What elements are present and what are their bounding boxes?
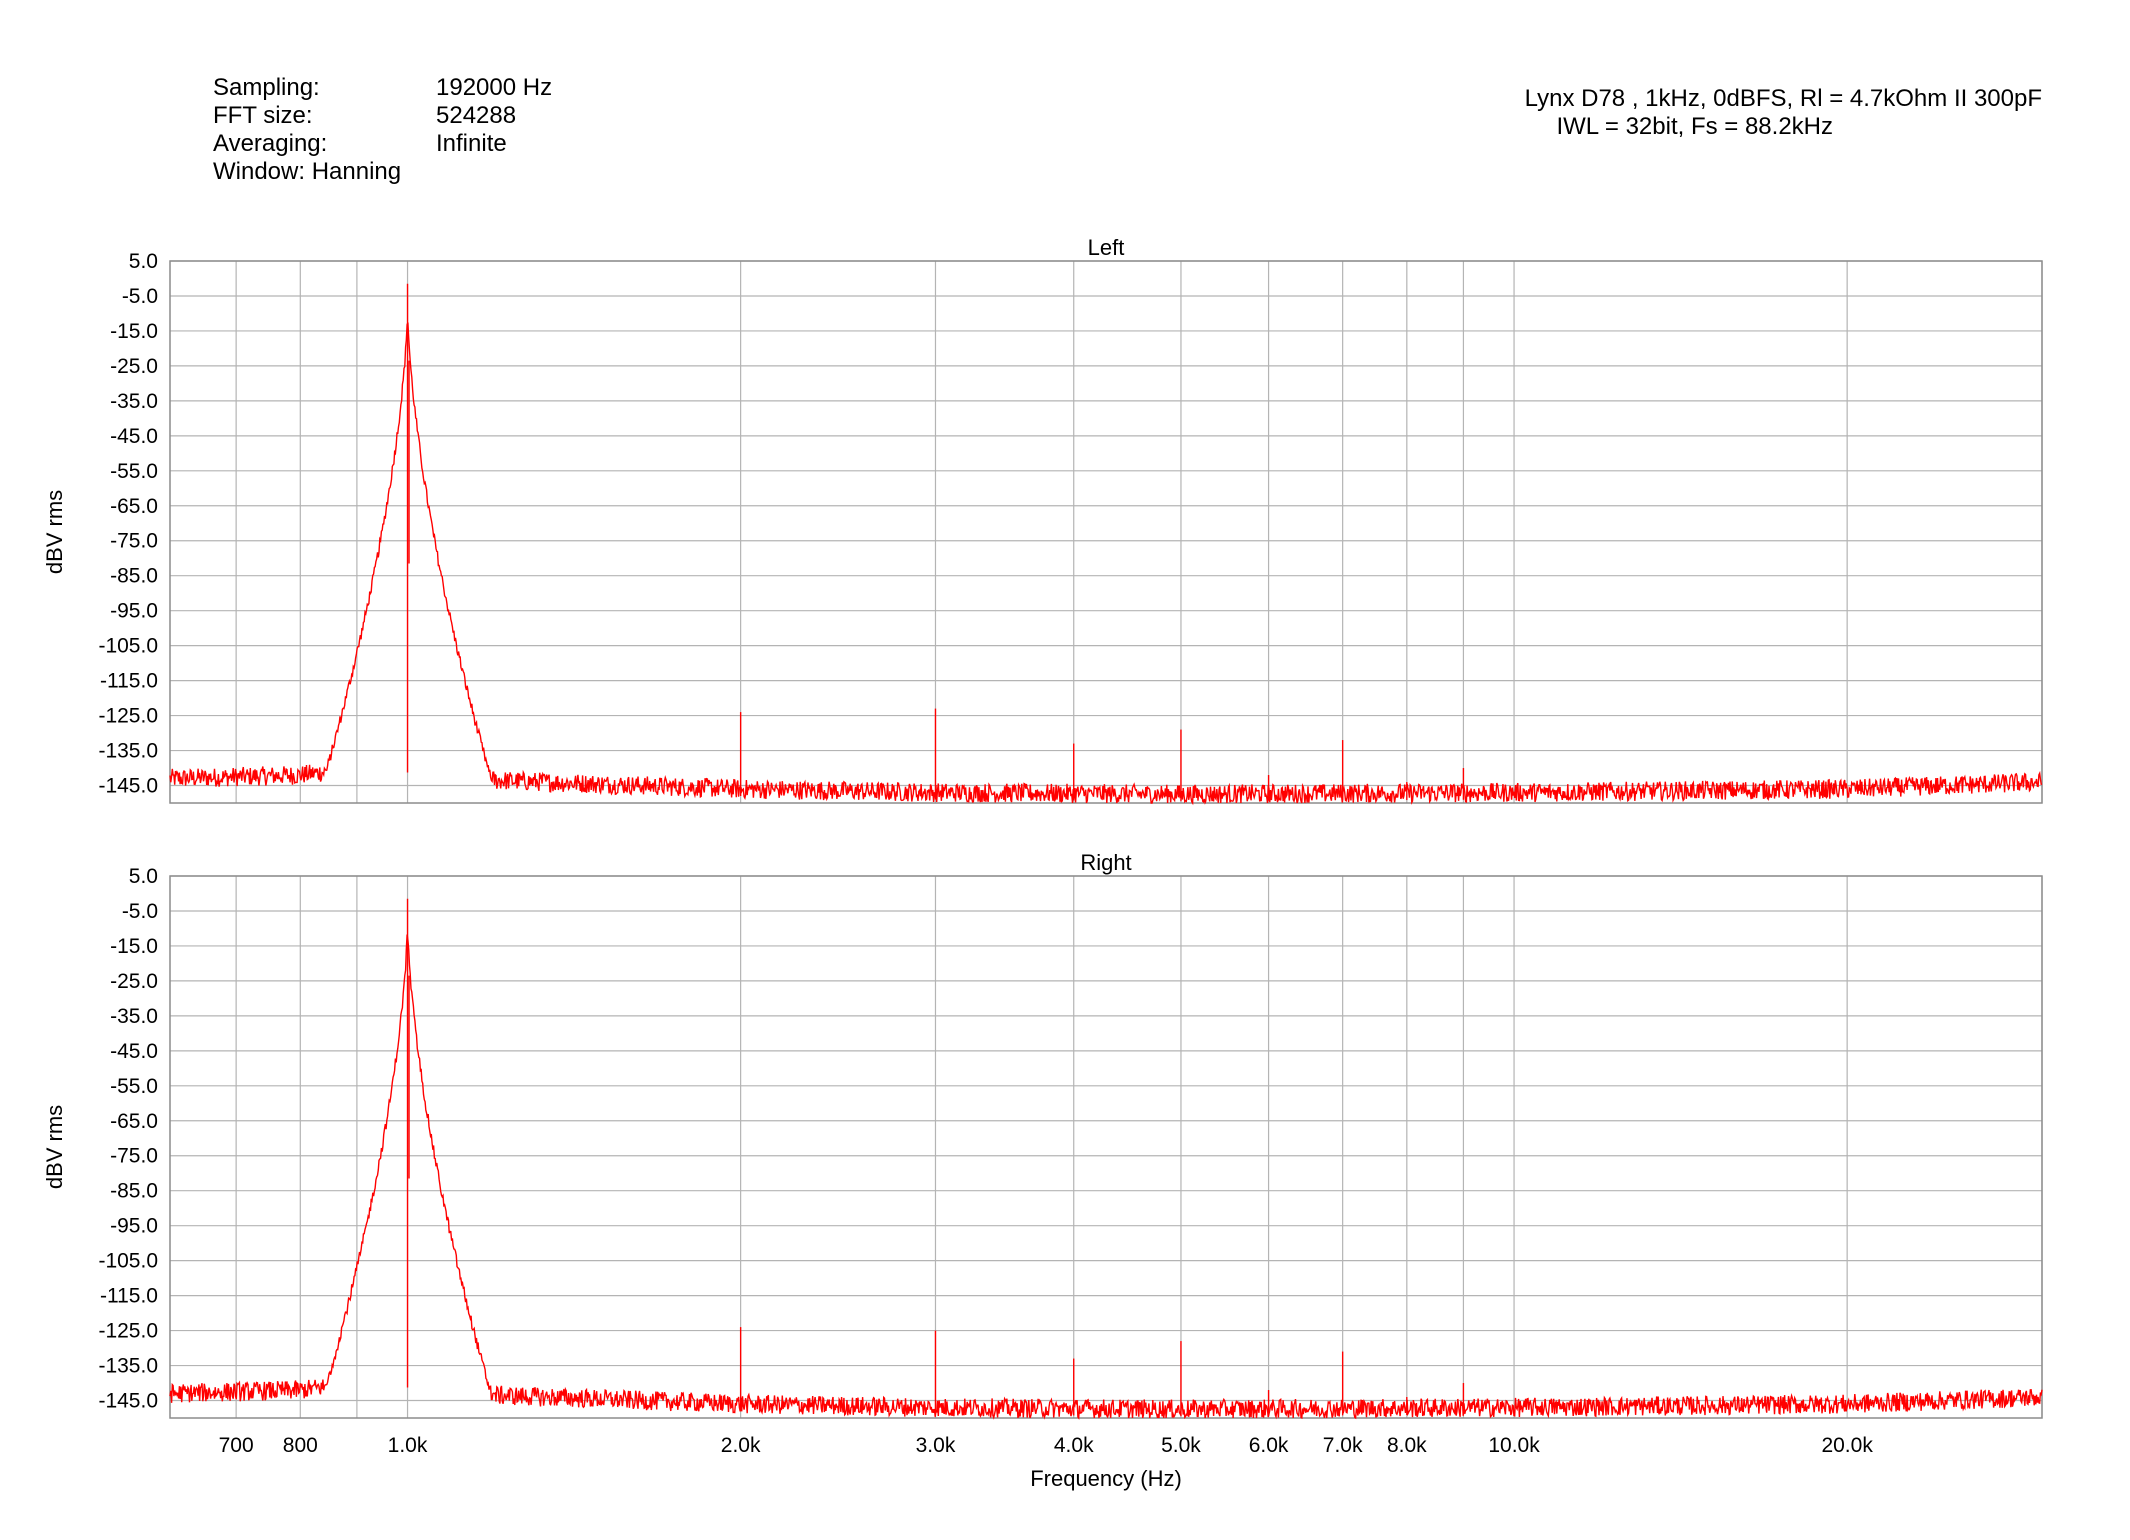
y-tick-label: -55.0: [110, 460, 158, 483]
x-tick-label: 10.0k: [1488, 1434, 1540, 1457]
y-tick-label: -65.0: [110, 495, 158, 518]
y-tick-label: -35.0: [110, 1005, 158, 1028]
y-tick-label: -105.0: [98, 1250, 158, 1273]
y-tick-label: -75.0: [110, 1145, 158, 1168]
info-label-averaging: Averaging:: [213, 130, 327, 157]
y-tick-label: 5.0: [129, 865, 158, 888]
x-tick-label: 800: [283, 1434, 318, 1457]
y-tick-label: -145.0: [98, 1390, 158, 1413]
y-tick-label: -15.0: [110, 935, 158, 958]
y-axis-label: dBV rms: [42, 490, 67, 574]
x-tick-label: 4.0k: [1054, 1434, 1094, 1457]
y-tick-label: -145.0: [98, 775, 158, 798]
plot-frame: [169, 875, 2043, 1419]
panel-title: Left: [1088, 235, 1125, 260]
info-label-window: Window: Hanning: [213, 158, 401, 185]
x-tick-label: 6.0k: [1249, 1434, 1289, 1457]
y-tick-label: -115.0: [100, 1285, 158, 1308]
y-tick-label: -25.0: [110, 355, 158, 378]
x-tick-label: 7.0k: [1323, 1434, 1363, 1457]
panel-title: Right: [1080, 850, 1131, 875]
y-tick-label: -95.0: [110, 600, 158, 623]
x-axis-label: Frequency (Hz): [1030, 1466, 1182, 1491]
x-tick-label: 700: [219, 1434, 254, 1457]
y-tick-label: -15.0: [110, 320, 158, 343]
y-tick-label: -125.0: [98, 1320, 158, 1343]
measurement-info: Sampling: 192000 Hz FFT size: 524288 Ave…: [213, 74, 552, 185]
y-tick-label: -35.0: [110, 390, 158, 413]
x-tick-label: 20.0k: [1821, 1434, 1873, 1457]
y-tick-label: -5.0: [122, 285, 158, 308]
chart-title-line1: Lynx D78 , 1kHz, 0dBFS, Rl = 4.7kOhm II …: [1525, 85, 2042, 112]
x-tick-label: 1.0k: [388, 1434, 428, 1457]
left-channel-panel: Left 5.0 -5.0 -15.0 -25.0 -35.0 -45.0 -55.0 -65.…: [42, 235, 2043, 806]
noise-floor-trace: [169, 322, 2043, 806]
y-tick-label: -65.0: [110, 1110, 158, 1133]
plot-frame: [169, 260, 2043, 804]
y-tick-label: -85.0: [110, 1180, 158, 1203]
y-tick-label: -85.0: [110, 565, 158, 588]
x-tick-label: 8.0k: [1387, 1434, 1427, 1457]
x-tick-label: 2.0k: [721, 1434, 761, 1457]
x-tick-label: 5.0k: [1161, 1434, 1201, 1457]
y-tick-label: -95.0: [110, 1215, 158, 1238]
x-tick-label: 3.0k: [916, 1434, 956, 1457]
y-tick-label: -75.0: [110, 530, 158, 553]
info-label-sampling: Sampling:: [213, 74, 320, 101]
y-tick-label: -115.0: [100, 670, 158, 693]
y-tick-label: 5.0: [129, 250, 158, 273]
y-tick-label: -55.0: [110, 1075, 158, 1098]
info-value-averaging: Infinite: [436, 130, 507, 157]
chart-title-line2: IWL = 32bit, Fs = 88.2kHz: [1556, 113, 1833, 140]
y-tick-label: -135.0: [98, 1355, 158, 1378]
right-channel-panel: Right 5.0 -5.0 -15.0 -25.0 -35.0 -45.0 -55.0 -65…: [42, 850, 2043, 1491]
info-value-fft-size: 524288: [436, 102, 516, 129]
y-tick-label: -45.0: [110, 1040, 158, 1063]
y-tick-label: -5.0: [122, 900, 158, 923]
y-axis-label: dBV rms: [42, 1105, 67, 1189]
y-tick-label: -105.0: [98, 635, 158, 658]
info-label-fft-size: FFT size:: [213, 102, 313, 129]
y-tick-label: -135.0: [98, 740, 158, 763]
y-tick-label: -45.0: [110, 425, 158, 448]
y-tick-label: -25.0: [110, 970, 158, 993]
noise-floor-trace: [169, 934, 2043, 1420]
info-value-sampling: 192000 Hz: [436, 74, 552, 101]
y-tick-label: -125.0: [98, 705, 158, 728]
